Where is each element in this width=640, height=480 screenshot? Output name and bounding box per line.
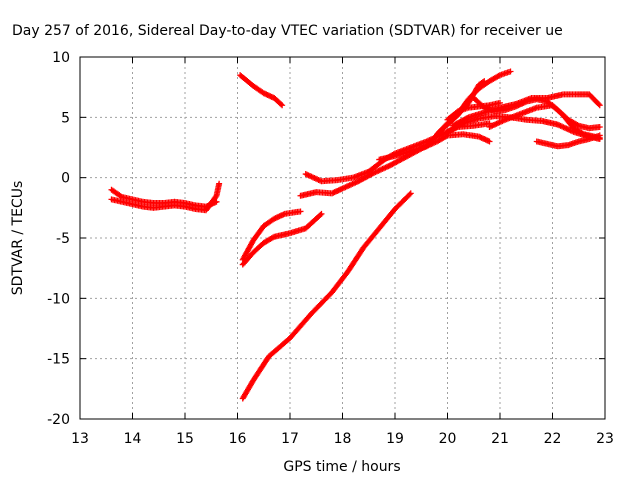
data-point <box>212 193 219 200</box>
data-point <box>596 102 603 109</box>
y-tick-label: 5 <box>61 110 70 126</box>
ticks: 13 14 15 16 17 18 19 20 21 22 23 -20 -15 -10 -5 0 5 10 <box>47 50 614 447</box>
y-tick-label: -20 <box>47 412 70 428</box>
data-point <box>279 102 286 109</box>
data-series <box>237 72 286 109</box>
data-point <box>318 210 325 217</box>
data-point <box>574 122 581 129</box>
data-point <box>216 180 223 187</box>
data-point <box>497 99 503 106</box>
x-axis-label: GPS time / hours <box>283 459 400 475</box>
data-point <box>596 123 603 130</box>
y-tick-label: -15 <box>47 352 70 368</box>
x-tick-label: 19 <box>386 431 404 447</box>
x-tick-label: 20 <box>439 431 457 447</box>
data-point <box>464 115 471 122</box>
data-point <box>507 68 514 75</box>
data-series <box>239 190 414 402</box>
x-tick-label: 15 <box>176 431 194 447</box>
chart-title: Day 257 of 2016, Sidereal Day-to-day VTE… <box>12 23 563 39</box>
x-tick-label: 22 <box>544 431 562 447</box>
y-tick-label: -5 <box>56 231 70 247</box>
series-layer <box>108 68 603 402</box>
data-series <box>449 91 603 129</box>
data-point <box>596 132 603 139</box>
data-series <box>533 132 603 150</box>
data-point <box>278 101 284 108</box>
data-point <box>269 234 276 241</box>
y-tick-label: -10 <box>47 291 70 307</box>
y-axis-label: SDTVAR / TECUs <box>10 181 26 296</box>
data-point <box>297 208 304 215</box>
x-tick-label: 21 <box>491 431 509 447</box>
data-point <box>579 130 586 137</box>
data-series <box>239 210 325 268</box>
data-series <box>444 99 503 123</box>
data-series <box>108 180 223 214</box>
data-point <box>595 101 602 108</box>
data-point <box>406 191 413 198</box>
x-tick-label: 13 <box>71 431 89 447</box>
data-point <box>317 211 324 218</box>
data-series <box>434 68 514 138</box>
data-point <box>495 72 502 79</box>
x-tick-label: 16 <box>229 431 247 447</box>
x-tick-label: 17 <box>281 431 299 447</box>
y-tick-label: 10 <box>52 50 70 66</box>
data-point <box>117 193 124 200</box>
data-point <box>407 190 414 197</box>
data-series <box>239 208 304 263</box>
y-tick-label: 0 <box>61 171 70 187</box>
x-tick-label: 18 <box>334 431 352 447</box>
data-point <box>486 138 493 145</box>
x-tick-label: 23 <box>596 431 614 447</box>
x-tick-label: 14 <box>124 431 142 447</box>
